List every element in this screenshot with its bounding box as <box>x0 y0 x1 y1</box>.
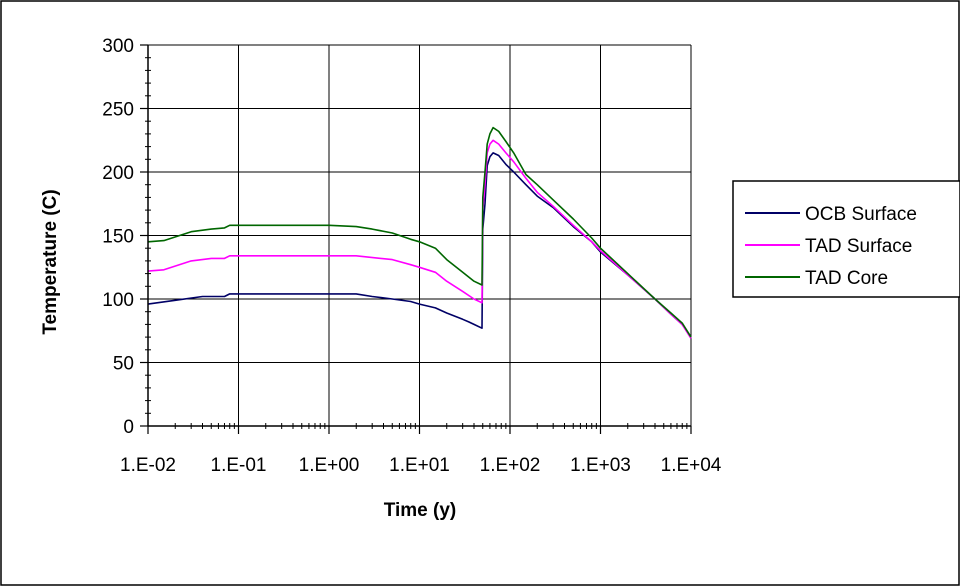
axes <box>140 44 692 434</box>
x-tick-label-4: 1.E+02 <box>480 455 541 476</box>
legend-label-1: TAD Surface <box>805 236 912 257</box>
x-tick-label-1: 1.E-01 <box>211 455 267 476</box>
legend-items: OCB Surface TAD Surface TAD Core <box>745 204 917 289</box>
x-tick-label-0: 1.E-02 <box>120 455 176 476</box>
gridlines <box>148 44 692 426</box>
x-tick-label-2: 1.E+00 <box>299 455 360 476</box>
x-axis-title: Time (y) <box>384 500 457 521</box>
x-tick-label-5: 1.E+03 <box>570 455 631 476</box>
y-tick-label-3: 150 <box>102 227 134 248</box>
y-tick-label-2: 100 <box>102 290 134 311</box>
tick-labels: 0 50 100 150 200 250 300 1.E-02 1.E-01 1.E+00 1.E+… <box>102 36 722 476</box>
y-tick-label-5: 250 <box>102 100 134 121</box>
series-line-2 <box>147 126 692 338</box>
x-tick-label-6: 1.E+04 <box>661 455 722 476</box>
legend-label-2: TAD Core <box>805 268 888 289</box>
legend-label-0: OCB Surface <box>805 204 917 225</box>
legend: OCB Surface TAD Surface TAD Core <box>732 180 960 298</box>
y-tick-label-0: 0 <box>123 417 134 438</box>
series-lines <box>147 126 692 339</box>
y-tick-label-1: 50 <box>113 354 134 375</box>
x-tick-label-3: 1.E+01 <box>389 455 450 476</box>
y-tick-label-4: 200 <box>102 163 134 184</box>
y-axis-title: Temperature (C) <box>40 189 61 334</box>
y-tick-label-6: 300 <box>102 36 134 57</box>
